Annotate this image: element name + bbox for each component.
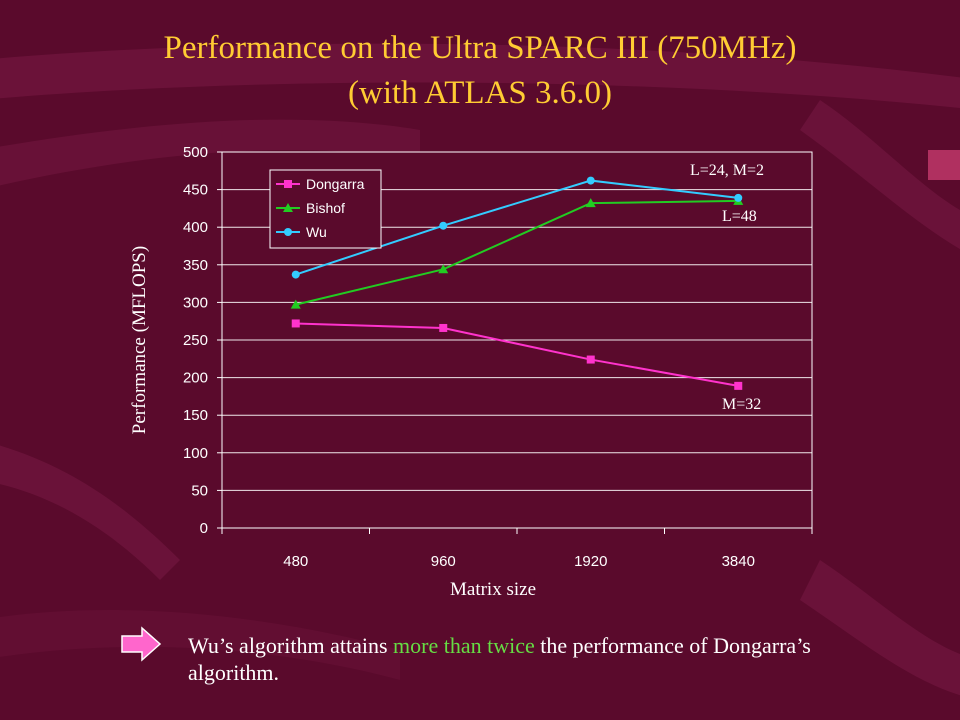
y-axis: 0 50 100 150 200 250 300 350 400 450 500 xyxy=(183,144,222,537)
conclusion-text: Wu’s algorithm attains more than twice t… xyxy=(188,632,888,686)
data-point-dongarra xyxy=(439,323,448,332)
data-point-bishof xyxy=(585,198,596,208)
data-point-wu xyxy=(439,221,448,230)
legend-label-bishof: Bishof xyxy=(306,200,345,216)
data-point-dongarra xyxy=(734,381,743,390)
data-point-wu xyxy=(291,270,300,279)
series-lines xyxy=(290,176,744,390)
series-line-wu xyxy=(295,179,739,276)
legend-label-dongarra: Dongarra xyxy=(306,176,365,192)
x-tick-label: 480 xyxy=(283,553,308,570)
legend-label-wu: Wu xyxy=(306,224,327,240)
slide-title-line2: (with ATLAS 3.6.0) xyxy=(348,75,612,111)
caption-after: the performance of Dongarra’s algorithm. xyxy=(188,633,811,685)
caption-highlight: more than twice xyxy=(393,633,535,658)
caption-before: Wu’s algorithm attains xyxy=(188,633,394,658)
series-line-dongarra xyxy=(295,322,739,387)
y-tick-label: 150 xyxy=(183,407,208,424)
legend-marker-bishof xyxy=(283,203,293,212)
data-point-dongarra xyxy=(291,319,300,328)
x-tick-label: 3840 xyxy=(722,553,755,570)
annotation-m32: M=32 xyxy=(722,396,762,413)
y-tick-label: 250 xyxy=(183,332,208,349)
y-tick-label: 450 xyxy=(183,182,208,199)
legend: Dongarra Bishof Wu xyxy=(269,169,382,249)
y-tick-label: 500 xyxy=(183,144,208,161)
data-point-wu xyxy=(734,193,743,202)
y-tick-label: 300 xyxy=(183,294,208,311)
series-dongarra xyxy=(291,319,743,390)
arrow-right-icon xyxy=(121,626,162,662)
x-axis-title: Matrix size xyxy=(450,579,537,600)
annotation-l48: L=48 xyxy=(722,208,757,225)
data-point-dongarra xyxy=(586,355,595,364)
data-point-bishof xyxy=(438,264,449,274)
legend-marker-wu xyxy=(284,228,292,236)
y-tick-label: 200 xyxy=(183,370,208,387)
y-tick-label: 0 xyxy=(200,520,208,537)
y-tick-label: 350 xyxy=(183,257,208,274)
series-line-bishof xyxy=(295,199,739,306)
x-tick-label: 1920 xyxy=(574,553,607,570)
x-tick-label: 960 xyxy=(431,553,456,570)
y-tick-label: 50 xyxy=(191,482,208,499)
series-wu xyxy=(291,176,743,279)
legend-marker-dongarra xyxy=(284,180,292,188)
slide-title-line1: Performance on the Ultra SPARC III (750M… xyxy=(163,30,797,66)
annotation-l24-m2: L=24, M=2 xyxy=(690,162,765,179)
y-tick-label: 400 xyxy=(183,219,208,236)
y-tick-label: 100 xyxy=(183,445,208,462)
edge-tab xyxy=(928,150,960,180)
data-point-wu xyxy=(586,176,595,185)
y-axis-title: Performance (MFLOPS) xyxy=(129,245,150,435)
data-point-bishof xyxy=(290,299,301,309)
x-axis: 480 960 1920 3840 xyxy=(221,528,813,570)
